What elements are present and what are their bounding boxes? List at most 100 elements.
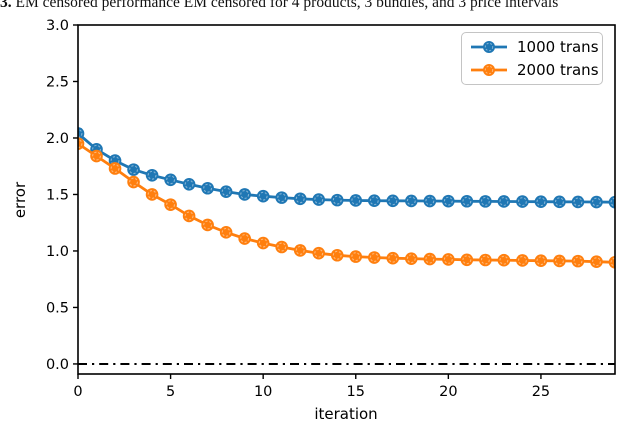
marker-inner-ring (240, 190, 250, 199)
data-point-marker (442, 253, 455, 266)
legend-marker-inner-ring (484, 65, 494, 74)
data-point-marker (516, 195, 529, 208)
marker-inner-ring (499, 197, 509, 206)
data-point-marker (571, 195, 585, 209)
data-point-marker (405, 194, 418, 208)
data-point-marker (108, 162, 122, 175)
data-point-marker (516, 254, 529, 267)
data-point-marker (238, 232, 251, 245)
x-axis-label: iteration (314, 405, 377, 423)
marker-inner-ring (203, 183, 213, 193)
marker-inner-ring (258, 238, 268, 248)
data-point-marker (275, 191, 288, 204)
data-point-marker (312, 246, 326, 260)
marker-inner-ring (425, 254, 435, 264)
y-axis-label: error (11, 181, 29, 218)
marker-inner-ring (592, 257, 601, 267)
marker-inner-ring (573, 256, 583, 266)
y-tick-label: 2.5 (46, 74, 69, 90)
data-point-marker (238, 188, 251, 201)
data-point-marker (164, 173, 177, 187)
x-tick-label: 0 (73, 384, 82, 400)
data-point-marker (608, 255, 615, 269)
caption-text: EM censored performance EM censored for … (11, 0, 559, 11)
legend-entry: 2000 trans (470, 60, 599, 81)
data-point-marker (497, 195, 511, 208)
data-point-marker (460, 194, 474, 208)
marker-inner-ring (332, 195, 342, 205)
data-point-marker (349, 250, 363, 263)
data-point-marker (275, 240, 288, 254)
legend-entry: 1000 trans (470, 37, 599, 58)
marker-inner-ring (78, 129, 83, 138)
marker-inner-ring (78, 139, 83, 149)
data-point-marker (590, 255, 603, 268)
x-tick-label: 20 (439, 384, 457, 400)
y-tick-label: 2.0 (46, 131, 69, 147)
data-point-marker (90, 149, 103, 163)
legend: 1000 trans 2000 trans (461, 32, 603, 85)
data-point-marker (553, 254, 566, 268)
marker-inner-ring (332, 250, 342, 260)
legend-sample-marker (483, 63, 495, 76)
data-point-marker (497, 253, 511, 267)
data-point-marker (127, 175, 140, 189)
data-point-marker (423, 194, 437, 208)
data-point-marker (256, 189, 270, 203)
marker-inner-ring (295, 194, 305, 204)
y-tick-label: 1.0 (46, 244, 69, 260)
plot-spines (77, 24, 616, 375)
marker-inner-ring (499, 255, 509, 265)
data-point-marker (571, 254, 585, 268)
marker-inner-ring (406, 196, 416, 206)
legend-line-marker-sample (471, 41, 507, 54)
data-point-marker (330, 248, 344, 262)
marker-inner-ring (314, 195, 324, 205)
marker-inner-ring (480, 196, 490, 206)
y-tick-label: 3.0 (46, 18, 69, 34)
marker-inner-ring (425, 196, 435, 206)
y-tick-label: 1.5 (46, 187, 69, 203)
data-point-marker (78, 137, 85, 150)
y-tick-label: 0.0 (46, 357, 69, 373)
data-point-marker (145, 188, 159, 201)
data-point-marker (442, 194, 455, 208)
marker-inner-ring (110, 164, 120, 173)
marker-inner-ring (92, 151, 101, 161)
data-point-marker (219, 185, 233, 198)
data-point-marker (460, 253, 474, 267)
marker-inner-ring (536, 256, 546, 266)
marker-inner-ring (573, 197, 583, 207)
series-line (78, 132, 615, 204)
legend-label: 1000 trans (517, 38, 599, 57)
data-point-marker (590, 195, 603, 209)
legend-label: 2000 trans (517, 60, 599, 79)
marker-inner-ring (184, 179, 194, 189)
x-tick-label: 10 (254, 384, 272, 400)
data-point-marker (256, 236, 270, 250)
marker-inner-ring (184, 211, 194, 221)
data-point-marker (367, 251, 381, 264)
marker-inner-ring (443, 254, 453, 264)
marker-inner-ring (443, 196, 453, 206)
marker-inner-ring (369, 196, 379, 206)
x-tick-label: 25 (532, 384, 550, 400)
marker-inner-ring (147, 170, 157, 180)
marker-inner-ring (221, 227, 231, 237)
legend-line-marker-sample (471, 63, 507, 76)
data-point-marker (330, 193, 344, 207)
marker-inner-ring (277, 242, 287, 252)
marker-inner-ring (314, 248, 324, 258)
data-point-marker (201, 181, 214, 195)
data-point-marker (293, 244, 307, 257)
marker-inner-ring (554, 197, 564, 207)
data-point-marker (405, 252, 418, 265)
data-point-marker (367, 194, 381, 207)
marker-inner-ring (406, 254, 416, 264)
marker-inner-ring (462, 255, 472, 265)
marker-inner-ring (351, 252, 361, 262)
data-point-marker (553, 195, 566, 209)
data-point-marker (182, 209, 196, 223)
